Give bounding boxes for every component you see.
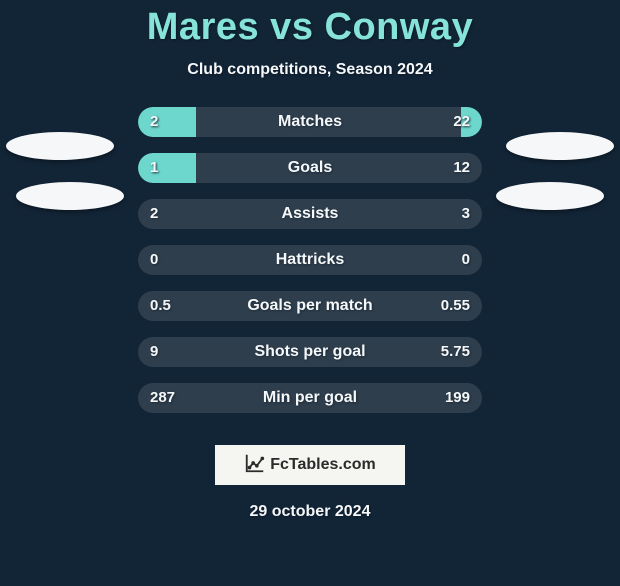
stat-label: Goals per match <box>138 291 482 321</box>
stat-label: Goals <box>138 153 482 183</box>
stat-label: Hattricks <box>138 245 482 275</box>
stat-row: 2Matches22 <box>138 107 482 137</box>
stat-row: 9Shots per goal5.75 <box>138 337 482 367</box>
stat-label: Min per goal <box>138 383 482 413</box>
stat-label: Shots per goal <box>138 337 482 367</box>
stat-row: 2Assists3 <box>138 199 482 229</box>
stat-row: 0.5Goals per match0.55 <box>138 291 482 321</box>
stat-row: 287Min per goal199 <box>138 383 482 413</box>
brand-box[interactable]: FcTables.com <box>215 445 405 485</box>
stat-value-right: 12 <box>453 153 470 183</box>
chart-icon <box>244 452 266 479</box>
stat-label: Matches <box>138 107 482 137</box>
stat-row: 1Goals12 <box>138 153 482 183</box>
subtitle: Club competitions, Season 2024 <box>0 61 620 79</box>
stat-row: 0Hattricks0 <box>138 245 482 275</box>
stat-label: Assists <box>138 199 482 229</box>
stats-rows-container: 2Matches22 1Goals12 2Assists3 0Hattricks0 0.… <box>138 107 482 429</box>
stat-value-right: 199 <box>445 383 470 413</box>
stat-value-right: 0.55 <box>441 291 470 321</box>
date-label: 29 october 2024 <box>0 503 620 521</box>
page-title: Mares vs Conway <box>0 6 620 49</box>
stat-value-right: 22 <box>453 107 470 137</box>
brand-label: FcTables.com <box>270 456 376 474</box>
stat-value-right: 3 <box>462 199 470 229</box>
stat-value-right: 0 <box>462 245 470 275</box>
stat-value-right: 5.75 <box>441 337 470 367</box>
stats-area: 2Matches22 1Goals12 2Assists3 0Hattricks0 0.… <box>0 107 620 427</box>
